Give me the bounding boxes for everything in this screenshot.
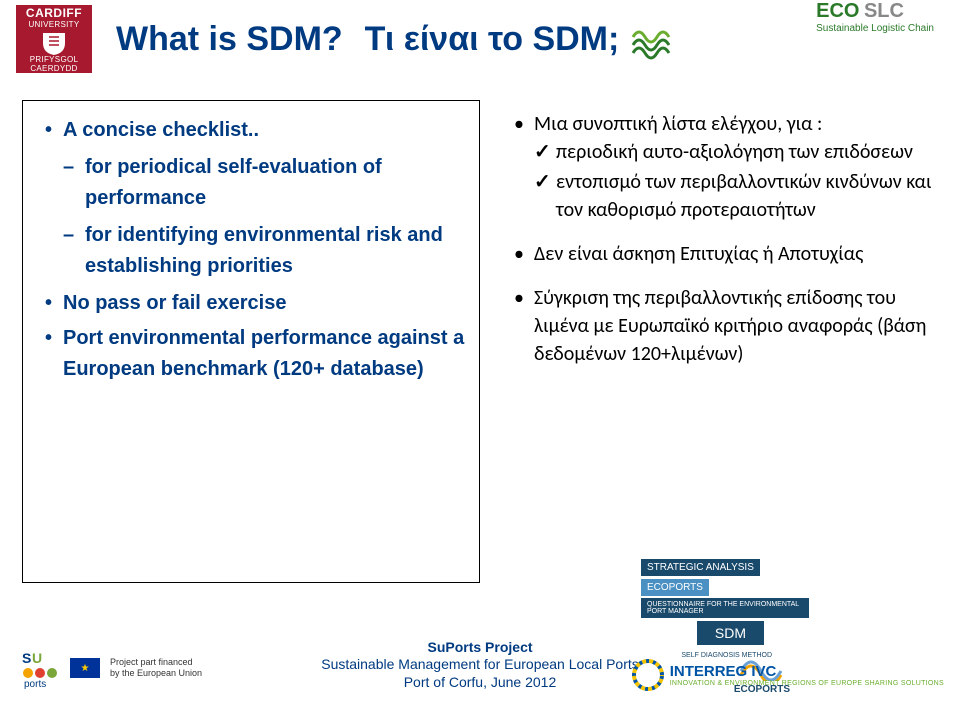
cardiff-line2: UNIVERSITY (28, 20, 79, 29)
left-subitem: for identifying environmental risk and e… (63, 220, 469, 282)
ecoslc-logo: ECO SLC Sustainable Logistic Chain (816, 0, 934, 34)
right-tick: εντοπισμό των περιβαλλοντικών κινδύνων κ… (534, 168, 938, 224)
interreg-ring-icon (630, 657, 666, 693)
left-column: A concise checklist.. for periodical sel… (22, 100, 480, 583)
left-item: Port environmental performance against a… (45, 323, 469, 385)
interreg-line2: INNOVATION & ENVIRONMENT REGIONS OF EURO… (670, 680, 944, 687)
cardiff-line3: PRIFYSGOL (30, 55, 79, 64)
page-title-gr: Τι είναι το SDM; (365, 20, 620, 59)
footer: S U ports ★ Project part financed by the… (0, 603, 960, 703)
badge: ECOPORTS (641, 579, 709, 596)
footer-line1: SuPorts Project (0, 639, 960, 657)
ecoslc-slc: SLC (864, 0, 904, 22)
right-item: Δεν είναι άσκηση Επιτυχίας ή Αποτυχίας (514, 240, 938, 268)
ecoslc-tagline: Sustainable Logistic Chain (816, 23, 934, 34)
interreg-line1: INTERREG IVC (670, 663, 944, 680)
ecoslc-eco: ECO (816, 0, 859, 22)
left-item: A concise checklist.. for periodical sel… (45, 115, 469, 282)
title-row: CARDIFF UNIVERSITY PRIFYSGOL CAERDYDD Wh… (16, 4, 944, 74)
cardiff-line4: CAERDYDD (30, 64, 77, 73)
right-item: Σύγκριση της περιβαλλοντικής επίδοσης το… (514, 284, 938, 368)
right-column: Μια συνοπτική λίστα ελέγχου, για : περιο… (480, 100, 938, 583)
right-item-text: Μια συνοπτική λίστα ελέγχου, για : (534, 112, 822, 136)
left-item: No pass or fail exercise (45, 288, 469, 319)
page-title-en: What is SDM? (116, 20, 343, 59)
badge: STRATEGIC ANALYSIS (641, 559, 760, 576)
right-tick: περιοδική αυτο-αξιολόγηση των επιδόσεων (534, 138, 938, 166)
interreg-logo: INTERREG IVC INNOVATION & ENVIRONMENT RE… (630, 657, 944, 693)
left-subitem: for periodical self-evaluation of perfor… (63, 152, 469, 214)
right-item: Μια συνοπτική λίστα ελέγχου, για : περιο… (514, 110, 938, 224)
left-item-text: A concise checklist.. (63, 119, 259, 141)
content-columns: A concise checklist.. for periodical sel… (22, 100, 938, 583)
cardiff-logo: CARDIFF UNIVERSITY PRIFYSGOL CAERDYDD (16, 5, 92, 73)
cardiff-line1: CARDIFF (26, 6, 82, 20)
waves-icon (627, 15, 675, 63)
cardiff-crest-icon (39, 31, 69, 55)
